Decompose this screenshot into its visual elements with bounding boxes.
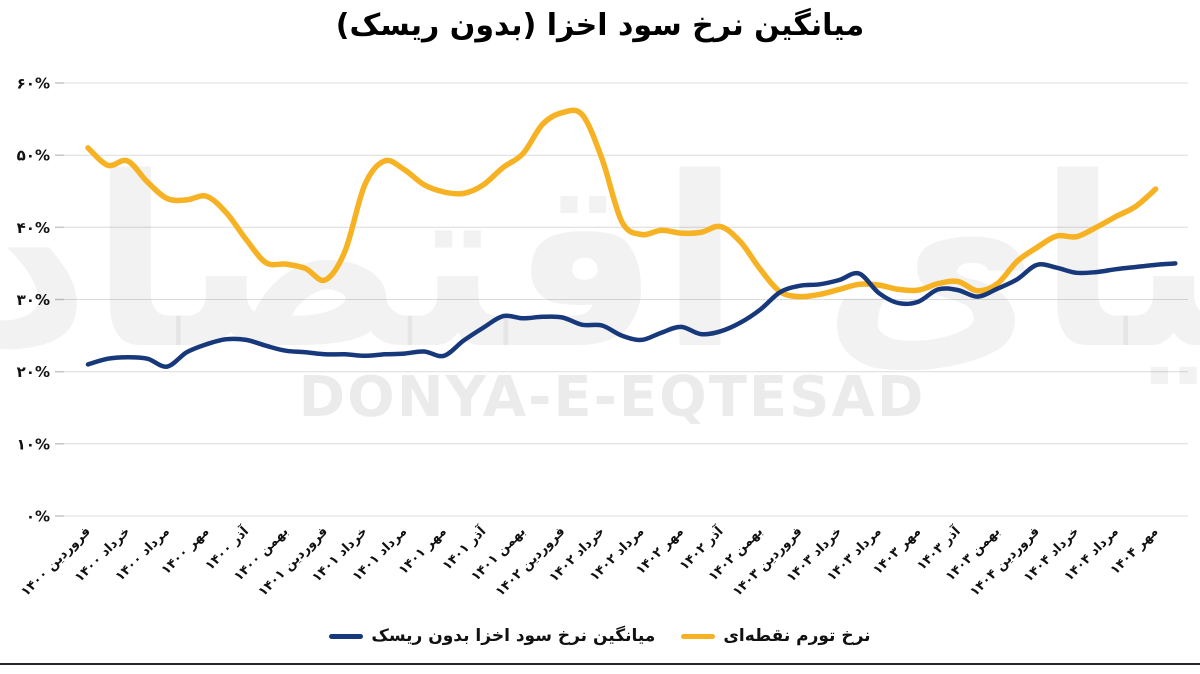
x-axis-label: فروردین ۱۴۰۴ (967, 524, 1042, 599)
chart-title: میانگین نرخ سود اخزا (بدون ریسک) (335, 8, 865, 43)
y-axis-label: ۵۰% (17, 147, 50, 165)
legend-swatch-point-inflation (681, 633, 716, 639)
y-axis-label: ۴۰% (17, 219, 50, 237)
y-axis-label: ۲۰% (17, 363, 50, 381)
y-axis-label: ۱۰% (17, 435, 50, 453)
footer-divider (0, 663, 1200, 665)
y-axis-label: ۰% (26, 508, 50, 526)
point-inflation-line (85, 107, 1159, 300)
y-axis-label: ۶۰% (17, 75, 50, 93)
y-axis-label: ۳۰% (17, 291, 50, 309)
watermark-persian: دنیای اقتصاد (0, 128, 1200, 401)
legend-label-akhza-rate: میانگین نرخ سود اخزا بدون ریسک (371, 626, 656, 646)
x-axis-label: فروردین ۱۴۰۳ (730, 524, 805, 599)
legend-item-akhza-rate: میانگین نرخ سود اخزا بدون ریسک (329, 626, 655, 646)
watermark-latin: DONYA-E-EQTESAD (299, 365, 926, 430)
akhza-rate-line (85, 261, 1178, 369)
x-axis-label: فروردین ۱۴۰۱ (256, 524, 331, 599)
legend-label-point-inflation: نرخ تورم نقطه‌ای (723, 626, 871, 646)
x-axis-label: فروردین ۱۴۰۲ (493, 524, 568, 599)
x-axis-label: فروردین ۱۴۰۰ (18, 524, 93, 599)
legend: میانگین نرخ سود اخزا بدون ریسک نرخ تورم … (0, 626, 1200, 646)
legend-item-point-inflation: نرخ تورم نقطه‌ای (681, 626, 871, 646)
legend-swatch-akhza-rate (329, 633, 364, 639)
